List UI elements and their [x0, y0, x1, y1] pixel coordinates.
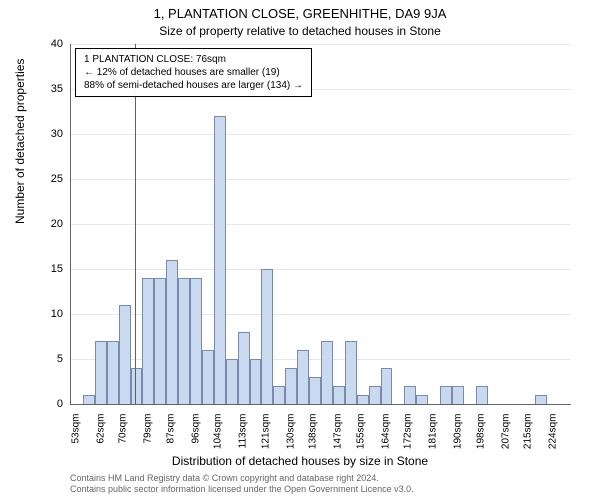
xtick-label: 198sqm: [475, 414, 486, 464]
histogram-bar: [166, 260, 178, 404]
xtick-label: 190sqm: [453, 414, 464, 464]
xtick-label: 147sqm: [333, 414, 344, 464]
histogram-bar: [119, 305, 131, 404]
histogram-bar: [333, 386, 345, 404]
plot-area: 0510152025303540 1 PLANTATION CLOSE: 76s…: [70, 44, 571, 405]
histogram-bar: [357, 395, 369, 404]
histogram-bar: [345, 341, 357, 404]
histogram-bar: [250, 359, 262, 404]
ytick-label: 35: [33, 83, 63, 95]
ytick-label: 5: [33, 353, 63, 365]
histogram-bar: [476, 386, 488, 404]
y-axis-label: Number of detached properties: [13, 59, 27, 224]
xtick-label: 87sqm: [165, 414, 176, 464]
xtick-label: 215sqm: [522, 414, 533, 464]
histogram-bar: [202, 350, 214, 404]
xtick-label: 113sqm: [238, 414, 249, 464]
xtick-label: 155sqm: [355, 414, 366, 464]
histogram-bar: [309, 377, 321, 404]
gridline: [71, 179, 571, 180]
gridline: [71, 134, 571, 135]
xtick-label: 207sqm: [500, 414, 511, 464]
histogram-bar: [83, 395, 95, 404]
ytick-label: 10: [33, 308, 63, 320]
histogram-bar: [261, 269, 273, 404]
xtick-label: 121sqm: [260, 414, 271, 464]
xtick-label: 104sqm: [213, 414, 224, 464]
histogram-bar: [416, 395, 428, 404]
info-line-2: ← 12% of detached houses are smaller (19…: [84, 66, 303, 79]
ytick-label: 30: [33, 128, 63, 140]
info-line-1: 1 PLANTATION CLOSE: 76sqm: [84, 53, 303, 66]
marker-line: [135, 44, 136, 404]
histogram-bar: [285, 368, 297, 404]
histogram-bar: [452, 386, 464, 404]
ytick-label: 40: [33, 38, 63, 50]
xtick-label: 79sqm: [143, 414, 154, 464]
gridline: [71, 44, 571, 45]
histogram-bar: [369, 386, 381, 404]
histogram-bar: [142, 278, 154, 404]
xtick-label: 164sqm: [380, 414, 391, 464]
gridline: [71, 224, 571, 225]
xtick-label: 138sqm: [308, 414, 319, 464]
footnote-line-2: Contains public sector information licen…: [70, 484, 414, 496]
histogram-bar: [381, 368, 393, 404]
xtick-label: 53sqm: [70, 414, 81, 464]
histogram-bar: [154, 278, 166, 404]
histogram-bar: [131, 368, 143, 404]
histogram-bar: [297, 350, 309, 404]
histogram-bar: [214, 116, 226, 404]
chart-container: 1, PLANTATION CLOSE, GREENHITHE, DA9 9JA…: [0, 0, 600, 500]
histogram-bar: [535, 395, 547, 404]
xtick-label: 96sqm: [190, 414, 201, 464]
xtick-label: 130sqm: [285, 414, 296, 464]
histogram-bar: [238, 332, 250, 404]
footnote-line-1: Contains HM Land Registry data © Crown c…: [70, 473, 414, 485]
title-sub: Size of property relative to detached ho…: [0, 24, 600, 38]
xtick-label: 62sqm: [96, 414, 107, 464]
xtick-label: 172sqm: [402, 414, 413, 464]
ytick-label: 15: [33, 263, 63, 275]
histogram-bar: [321, 341, 333, 404]
histogram-bar: [440, 386, 452, 404]
gridline: [71, 269, 571, 270]
xtick-label: 181sqm: [428, 414, 439, 464]
xtick-label: 224sqm: [548, 414, 559, 464]
ytick-label: 20: [33, 218, 63, 230]
histogram-bar: [95, 341, 107, 404]
histogram-bar: [178, 278, 190, 404]
title-main: 1, PLANTATION CLOSE, GREENHITHE, DA9 9JA: [0, 6, 600, 21]
histogram-bar: [190, 278, 202, 404]
histogram-bar: [226, 359, 238, 404]
info-line-3: 88% of semi-detached houses are larger (…: [84, 79, 303, 92]
histogram-bar: [404, 386, 416, 404]
footnote: Contains HM Land Registry data © Crown c…: [70, 473, 414, 496]
info-box: 1 PLANTATION CLOSE: 76sqm ← 12% of detac…: [75, 48, 312, 97]
xtick-label: 70sqm: [118, 414, 129, 464]
ytick-label: 0: [33, 398, 63, 410]
ytick-label: 25: [33, 173, 63, 185]
histogram-bar: [107, 341, 119, 404]
histogram-bar: [273, 386, 285, 404]
